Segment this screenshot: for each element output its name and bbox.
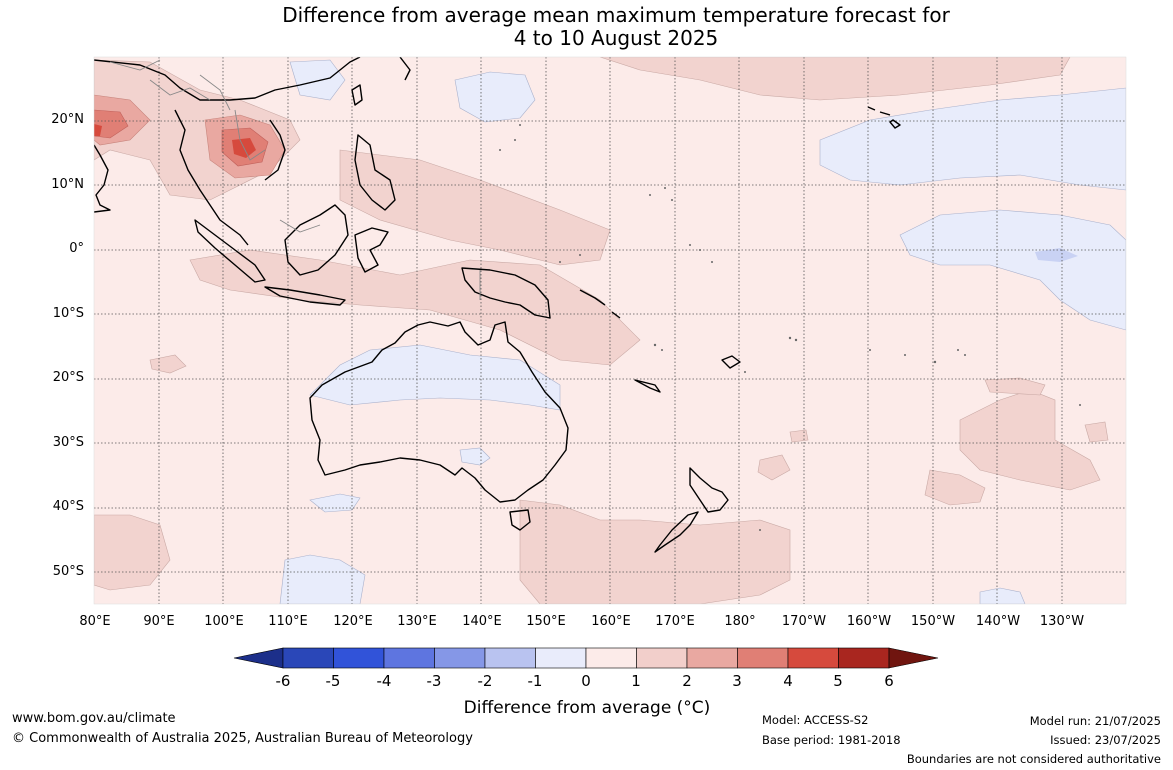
coast-tasmania: [509, 509, 531, 531]
title-line-1: Difference from average mean maximum tem…: [282, 3, 950, 27]
lon-label: 130°E: [397, 614, 437, 629]
coast-india: [94, 144, 111, 213]
colorbar-arrow-right: [888, 647, 939, 669]
map-frame: [93, 56, 1127, 605]
colorbar-segment: [838, 647, 890, 669]
lat-label: 20°N: [51, 112, 84, 127]
lon-label: 80°E: [79, 614, 111, 629]
lon-label: 170°E: [655, 614, 695, 629]
graticule: [94, 57, 1126, 604]
lon-label: 120°E: [333, 614, 373, 629]
colorbar-segment: [434, 647, 486, 669]
colorbar-segment: [737, 647, 789, 669]
lat-label: 10°S: [52, 306, 84, 321]
coast-australia: [309, 321, 569, 503]
lon-label: 90°E: [143, 614, 175, 629]
coast-taiwan: [351, 84, 363, 106]
coast-fiji: [721, 355, 741, 369]
coast-japan: [399, 57, 411, 81]
coast-new-caledonia: [634, 379, 661, 393]
colorbar-segment: [282, 647, 334, 669]
colorbar-tick-label: -5: [325, 672, 341, 690]
colorbar-segment: [585, 647, 637, 669]
country-borders: [109, 59, 481, 300]
chart-title: Difference from average mean maximum tem…: [0, 4, 1173, 50]
colorbar-segment: [686, 647, 738, 669]
pacific-islands: [499, 124, 1081, 531]
colorbar-tick-label: 6: [884, 672, 894, 690]
anomaly-field: [94, 57, 1126, 604]
colorbar-tick-label: 4: [783, 672, 793, 690]
colorbar-segment: [484, 647, 536, 669]
lat-label: 50°S: [52, 564, 84, 579]
coast-borneo: [284, 204, 349, 276]
colorbar-segment: [383, 647, 435, 669]
coast-new-zealand-north: [689, 467, 729, 513]
lat-label: 0°: [69, 241, 84, 256]
colorbar-segment: [636, 647, 688, 669]
lon-label: 150°W: [910, 614, 956, 629]
lat-label: 10°N: [51, 177, 84, 192]
colorbar-segment: [535, 647, 587, 669]
colorbar-tick-label: 2: [682, 672, 692, 690]
coastlines: [94, 57, 901, 553]
colorbar-segments: [282, 647, 890, 669]
colorbar-tick-label: 0: [581, 672, 591, 690]
colorbar-tick-label: -3: [426, 672, 442, 690]
lon-label: 110°E: [268, 614, 308, 629]
lat-label: 30°S: [52, 435, 84, 450]
coast-hawaii: [867, 106, 901, 129]
title-line-2: 4 to 10 August 2025: [513, 26, 719, 50]
colorbar-tick-label: 5: [833, 672, 843, 690]
colorbar: [233, 647, 939, 669]
lon-label: 170°W: [781, 614, 827, 629]
coast-solomons: [579, 289, 621, 319]
colorbar-title: Difference from average (°C): [463, 698, 711, 718]
footer-model-run: Model run: 21/07/2025: [1029, 714, 1161, 728]
colorbar-segment: [787, 647, 839, 669]
colorbar-tick-label: -1: [527, 672, 543, 690]
footer-url[interactable]: www.bom.gov.au/climate: [12, 711, 176, 726]
colorbar-tick-label: -6: [275, 672, 291, 690]
lon-label: 130°W: [1039, 614, 1085, 629]
colorbar-tick-label: 3: [732, 672, 742, 690]
colorbar-tick-label: -2: [477, 672, 493, 690]
cool-anomaly-0-1: [279, 59, 1126, 604]
coast-philippines: [354, 134, 396, 211]
lon-label: 140°W: [975, 614, 1021, 629]
lat-label: 20°S: [52, 370, 84, 385]
lon-label: 100°E: [204, 614, 244, 629]
coast-sumatra: [194, 219, 266, 283]
colorbar-tick-label: 1: [631, 672, 641, 690]
colorbar-arrow-left: [233, 647, 284, 669]
footer-issued: Issued: 23/07/2025: [1050, 733, 1161, 747]
colorbar-tick-label: -4: [376, 672, 392, 690]
coast-new-zealand-south: [654, 511, 699, 553]
lon-label: 180°: [724, 614, 756, 629]
lon-label: 160°E: [591, 614, 631, 629]
coast-mainland-asia: [94, 57, 361, 246]
colorbar-segment: [333, 647, 385, 669]
coast-sulawesi: [354, 227, 389, 273]
footer-model: Model: ACCESS-S2: [762, 713, 869, 727]
lon-label: 150°E: [526, 614, 566, 629]
lon-label: 140°E: [462, 614, 502, 629]
lon-label: 160°W: [846, 614, 892, 629]
coast-new-guinea: [461, 267, 551, 319]
coast-java: [264, 286, 346, 306]
footer-base-period: Base period: 1981-2018: [762, 733, 901, 747]
footer-copyright: © Commonwealth of Australia 2025, Austra…: [12, 731, 473, 746]
lat-label: 40°S: [52, 499, 84, 514]
footer-disclaimer: Boundaries are not considered authoritat…: [906, 752, 1161, 766]
cool-anomaly-1-2: [1035, 248, 1078, 262]
